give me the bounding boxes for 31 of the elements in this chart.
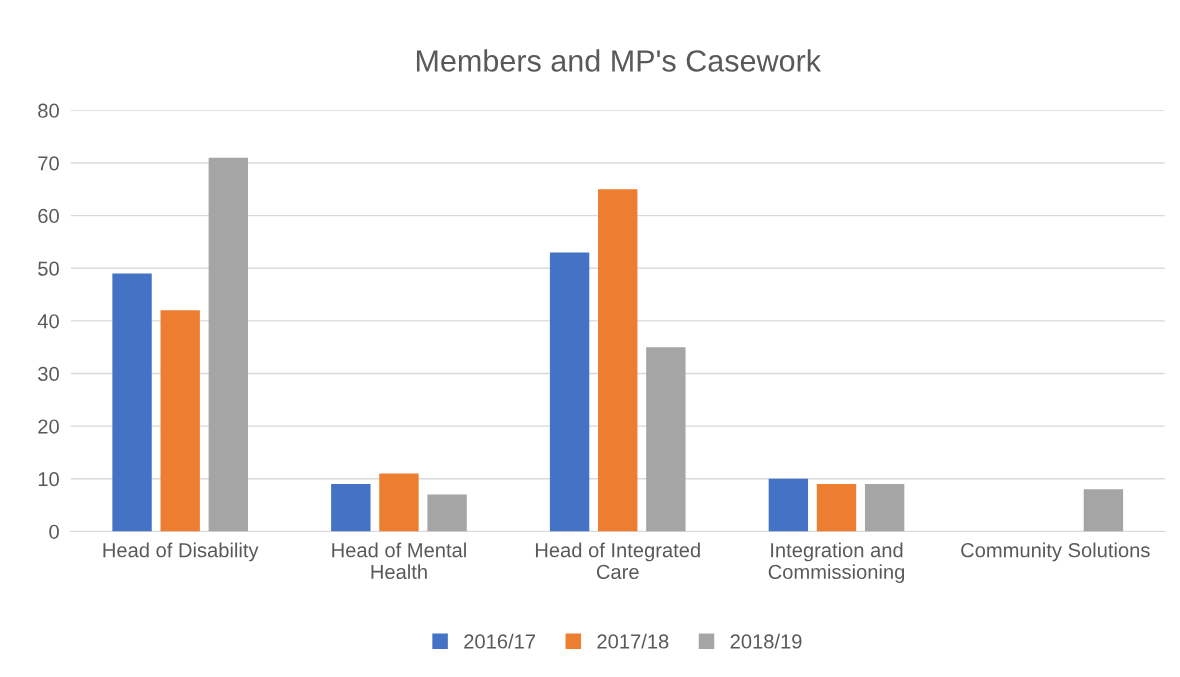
bar xyxy=(816,484,857,532)
x-tick-label: Head of Disability xyxy=(103,542,259,562)
x-tick-label: Community Solutions xyxy=(961,542,1150,562)
legend-label: 2017/18 xyxy=(597,633,669,649)
y-tick-label: 80 xyxy=(38,103,59,118)
bar xyxy=(379,473,419,532)
bar xyxy=(598,189,638,532)
bar xyxy=(331,484,371,532)
bar xyxy=(160,310,200,532)
y-tick-label: 70 xyxy=(38,156,59,171)
bar xyxy=(549,252,590,532)
bar xyxy=(768,478,809,532)
bar xyxy=(208,157,249,532)
y-tick-label: 30 xyxy=(38,366,59,382)
bar xyxy=(864,484,905,532)
bar xyxy=(427,494,467,532)
bar xyxy=(112,273,152,532)
y-tick-label: 40 xyxy=(37,314,59,329)
bar xyxy=(1083,489,1124,532)
x-tick-label: Head of Integrated Care xyxy=(535,542,700,580)
y-tick-label: 50 xyxy=(38,261,59,276)
chart-title: Members and MP's Casework xyxy=(416,49,822,72)
bar xyxy=(646,347,686,532)
y-tick-label: 20 xyxy=(38,419,59,434)
x-tick-label: Integration and Commissioning xyxy=(768,542,905,584)
legend-label: 2018/19 xyxy=(730,633,802,649)
y-tick-label: 0 xyxy=(49,524,59,539)
legend-label: 2016/17 xyxy=(464,633,536,649)
x-tick-label: Head of Mental Health xyxy=(332,542,466,580)
y-tick-label: 60 xyxy=(38,208,59,224)
y-tick-label: 10 xyxy=(38,472,59,487)
